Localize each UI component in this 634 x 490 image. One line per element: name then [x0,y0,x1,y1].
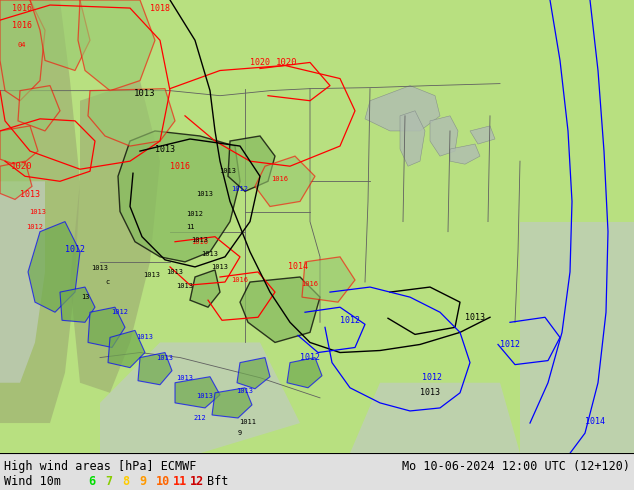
Text: Bft: Bft [207,475,228,488]
Polygon shape [138,352,172,385]
Polygon shape [0,126,38,166]
Text: 11: 11 [186,223,194,230]
Polygon shape [302,257,355,302]
Text: 8: 8 [122,475,129,488]
Text: 1012: 1012 [27,223,44,230]
Text: 1012: 1012 [186,211,204,217]
Polygon shape [70,80,160,393]
Text: 1020: 1020 [250,58,270,67]
Text: 1012: 1012 [500,340,520,349]
Text: 1018: 1018 [150,3,170,13]
Text: 1013: 1013 [219,168,236,174]
Text: 1012: 1012 [422,373,442,382]
Text: 1020: 1020 [11,162,33,171]
Polygon shape [520,221,634,453]
Text: High wind areas [hPa] ECMWF: High wind areas [hPa] ECMWF [4,460,197,473]
Text: 04: 04 [18,42,26,49]
Text: 1020: 1020 [276,58,298,67]
Polygon shape [430,116,458,156]
Text: 1013: 1013 [134,89,156,98]
Text: 1013: 1013 [191,237,209,243]
Polygon shape [0,0,80,423]
Text: 1016: 1016 [12,3,32,13]
Text: 1016: 1016 [170,162,190,171]
Polygon shape [118,131,240,262]
Polygon shape [18,86,60,131]
Text: 10: 10 [156,475,171,488]
Text: 1012: 1012 [340,316,360,325]
Text: 1016: 1016 [191,239,209,245]
Text: 6: 6 [88,475,95,488]
Polygon shape [175,377,220,408]
Text: 1012: 1012 [300,353,320,362]
Text: Mo 10-06-2024 12:00 UTC (12+120): Mo 10-06-2024 12:00 UTC (12+120) [402,460,630,473]
Text: 1013: 1013 [157,355,174,361]
Text: 1012: 1012 [231,186,249,193]
Polygon shape [88,307,125,347]
Text: 1011: 1011 [240,419,257,425]
Polygon shape [0,181,45,383]
Polygon shape [190,270,220,307]
Text: 9: 9 [139,475,146,488]
Polygon shape [237,358,270,389]
Polygon shape [470,126,495,144]
Text: 1013: 1013 [91,265,108,271]
Polygon shape [450,144,480,164]
Text: 1013: 1013 [136,334,153,341]
Polygon shape [60,287,95,322]
Polygon shape [400,111,425,166]
Text: 1013: 1013 [30,209,46,215]
Text: 1013: 1013 [202,251,219,257]
Text: 9: 9 [238,430,242,436]
Polygon shape [28,221,80,312]
Text: c: c [106,279,110,285]
Text: Wind 10m: Wind 10m [4,475,61,488]
Text: 12: 12 [190,475,204,488]
Text: 1013: 1013 [197,192,214,197]
Polygon shape [350,383,520,453]
Polygon shape [228,136,275,192]
Text: 1013: 1013 [143,272,160,278]
Text: 1013: 1013 [176,375,193,381]
Polygon shape [78,0,155,91]
Polygon shape [212,388,252,418]
Text: 212: 212 [193,415,207,421]
Polygon shape [287,358,322,388]
Polygon shape [108,330,145,368]
Text: 13: 13 [81,294,89,300]
Text: 11: 11 [173,475,187,488]
Text: 1016: 1016 [302,281,318,287]
Text: 1013: 1013 [236,388,254,394]
Text: 1013: 1013 [465,313,485,322]
Polygon shape [0,161,32,199]
Text: 1013: 1013 [167,269,183,275]
Text: 1012: 1012 [65,245,85,254]
Text: 1016: 1016 [231,277,249,283]
Polygon shape [240,277,320,343]
Text: 1012: 1012 [112,309,129,315]
Polygon shape [255,156,315,206]
Text: 1016: 1016 [12,21,32,30]
Text: 1014: 1014 [288,263,308,271]
Polygon shape [30,0,90,71]
Text: 1013: 1013 [212,264,228,270]
Text: 1013: 1013 [20,190,40,199]
Polygon shape [365,86,440,131]
Text: 1013: 1013 [155,145,175,153]
Text: 1016: 1016 [271,176,288,182]
Polygon shape [100,343,300,453]
Text: 1013: 1013 [197,393,214,399]
Polygon shape [88,89,175,146]
Text: 1013: 1013 [420,388,440,397]
Polygon shape [0,0,45,101]
Text: 1014: 1014 [585,416,605,425]
Text: 7: 7 [105,475,112,488]
Text: 1013: 1013 [176,283,193,289]
